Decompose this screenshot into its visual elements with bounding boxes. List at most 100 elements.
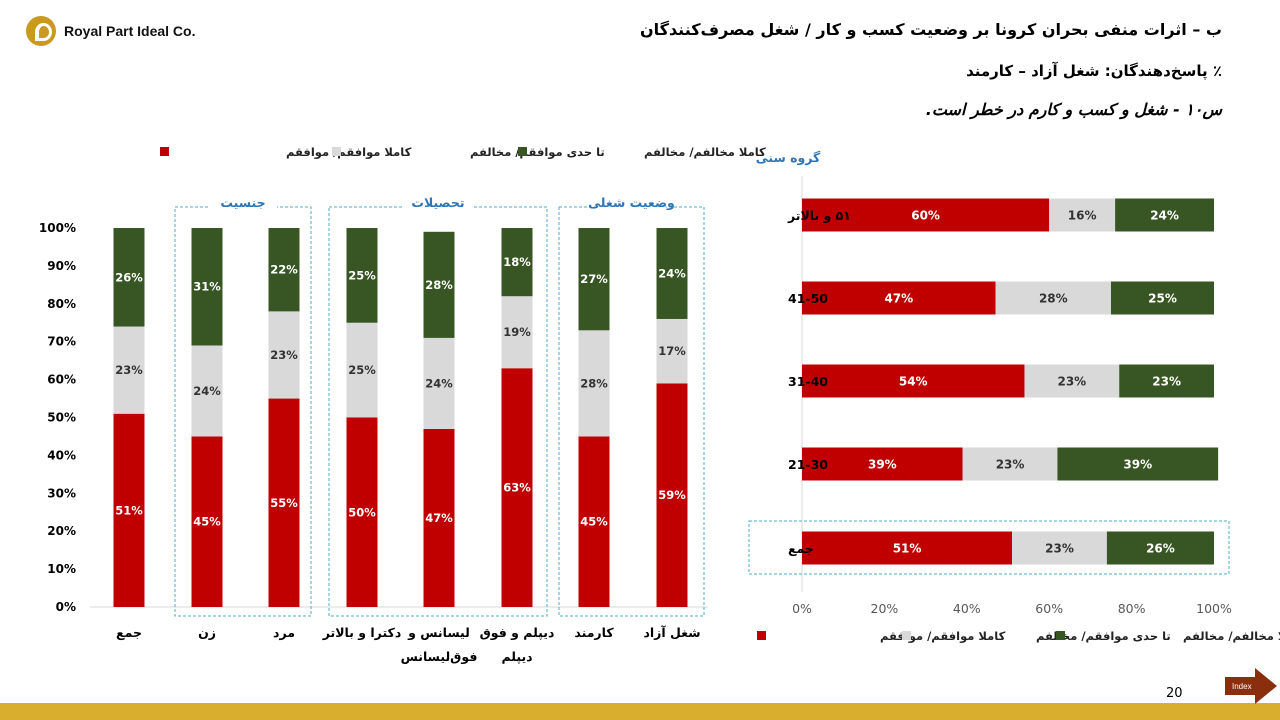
left-category-label: مرد <box>273 625 295 640</box>
left-y-tick-label: 0% <box>56 600 76 614</box>
left-data-label: 26% <box>115 270 143 284</box>
right-category-label: جمع <box>788 541 814 556</box>
right-bar-segment <box>1115 198 1214 232</box>
right-bar-segment <box>1106 531 1214 565</box>
left-bar-segment <box>656 228 688 319</box>
right-category-label: 41-50 <box>788 291 828 306</box>
group-label-bg <box>404 194 472 212</box>
left-bar-segment <box>268 398 300 607</box>
left-y-tick-label: 60% <box>47 373 76 387</box>
left-data-label: 25% <box>348 363 376 377</box>
index-label: Index <box>1232 682 1252 691</box>
left-bar-segment <box>113 326 145 414</box>
right-category-label: 21-30 <box>788 457 828 472</box>
page-number: 20 <box>1166 686 1183 701</box>
left-y-tick-label: 90% <box>47 259 76 273</box>
left-bar-segment <box>501 368 533 607</box>
right-data-label: 60% <box>911 209 940 223</box>
left-data-label: 47% <box>425 511 453 525</box>
left-category-label: دیپلم <box>501 649 532 664</box>
left-data-label: 28% <box>580 376 608 390</box>
left-data-label: 23% <box>270 348 298 362</box>
right-bar-segment <box>1119 364 1214 398</box>
left-data-label: 31% <box>193 280 221 294</box>
left-bar-segment <box>191 345 223 437</box>
index-arrow-body <box>1225 677 1257 695</box>
right-bar-segment <box>1012 531 1107 565</box>
left-y-tick-label: 20% <box>47 524 76 538</box>
right-data-label: 47% <box>884 292 913 306</box>
right-bar-segment <box>802 281 996 315</box>
group-label-bg <box>209 194 277 212</box>
left-data-label: 63% <box>503 481 531 495</box>
right-bar-segment <box>802 531 1013 565</box>
right-data-label: 51% <box>893 542 922 556</box>
total-highlight-box <box>748 520 1230 575</box>
group-box <box>328 206 548 617</box>
left-data-label: 45% <box>580 515 608 529</box>
right-x-tick-label: 60% <box>1035 601 1063 616</box>
left-bar-segment <box>346 322 378 418</box>
left-data-label: 45% <box>193 515 221 529</box>
left-y-tick-label: 80% <box>47 297 76 311</box>
left-y-tick-label: 40% <box>47 448 76 462</box>
left-data-label: 28% <box>425 278 453 292</box>
arrow-right-icon <box>1255 668 1277 704</box>
left-data-label: 24% <box>658 266 686 280</box>
slide-title: ب – اثرات منفی بحران کرونا بر وضعیت کسب … <box>639 20 1222 39</box>
right-legend-label-0: کاملا موافقم/ موافقم <box>880 629 1006 644</box>
right-data-label: 23% <box>1045 542 1074 556</box>
left-legend-swatch-0 <box>160 147 169 156</box>
company-name: Royal Part Ideal Co. <box>64 23 196 39</box>
right-x-tick-label: 40% <box>953 601 981 616</box>
right-category-label: 31-40 <box>788 374 828 389</box>
left-legend-label-2: کاملا مخالفم/ مخالفم <box>644 145 766 159</box>
left-bar-segment <box>191 228 223 346</box>
left-bar-segment <box>656 318 688 384</box>
left-y-tick-label: 100% <box>39 221 76 235</box>
right-legend-label-1: تا حدی موافقم/ مخالفم <box>1036 629 1171 644</box>
right-legend-swatch-0 <box>757 631 766 640</box>
left-data-label: 23% <box>115 363 143 377</box>
right-x-tick-label: 100% <box>1196 601 1232 616</box>
right-data-label: 25% <box>1148 292 1177 306</box>
survey-question: س۱۰ - شغل و کسب و کارم در خطر است. <box>925 100 1222 119</box>
right-legend-label-2: کاملا مخالفم/ مخالفم <box>1183 629 1280 643</box>
left-data-label: 50% <box>348 505 376 519</box>
left-data-label: 17% <box>658 344 686 358</box>
left-bar-segment <box>346 228 378 323</box>
right-data-label: 16% <box>1068 209 1097 223</box>
left-bar-segment <box>191 436 223 607</box>
right-axis-title: گروه سنی <box>756 150 821 165</box>
right-bar-segment <box>802 447 963 481</box>
left-bar-segment <box>268 311 300 399</box>
group-label-bg <box>597 194 666 212</box>
logo-icon <box>26 16 56 46</box>
company-logo: Royal Part Ideal Co. <box>26 16 195 46</box>
left-y-tick-label: 10% <box>47 562 76 576</box>
right-data-label: 23% <box>1152 375 1181 389</box>
group-label: جنسیت <box>220 195 265 210</box>
left-y-tick-label: 50% <box>47 411 76 425</box>
left-legend-label-0: کاملا موافقم/ موافقم <box>286 145 412 160</box>
left-bar-segment <box>578 330 610 437</box>
left-category-label: فوق‌لیسانس <box>401 649 478 664</box>
index-button[interactable]: Index <box>1225 668 1277 704</box>
footer-bar <box>0 703 1280 720</box>
left-bar-segment <box>578 228 610 331</box>
left-data-label: 27% <box>580 272 608 286</box>
right-x-tick-label: 20% <box>871 601 899 616</box>
left-bar-segment <box>656 383 688 607</box>
left-bar-segment <box>346 417 378 607</box>
left-y-tick-label: 30% <box>47 486 76 500</box>
right-legend-swatch-2 <box>1056 631 1065 640</box>
left-data-label: 59% <box>658 488 686 502</box>
right-bar-segment <box>802 198 1050 232</box>
left-data-label: 18% <box>503 255 531 269</box>
right-data-label: 54% <box>899 375 928 389</box>
right-data-label: 39% <box>868 458 897 472</box>
left-legend-label-1: تا حدی موافقم/ مخالفم <box>470 145 605 160</box>
left-data-label: 22% <box>270 263 298 277</box>
left-bar-segment <box>113 228 145 327</box>
right-bar-segment <box>1057 447 1219 481</box>
